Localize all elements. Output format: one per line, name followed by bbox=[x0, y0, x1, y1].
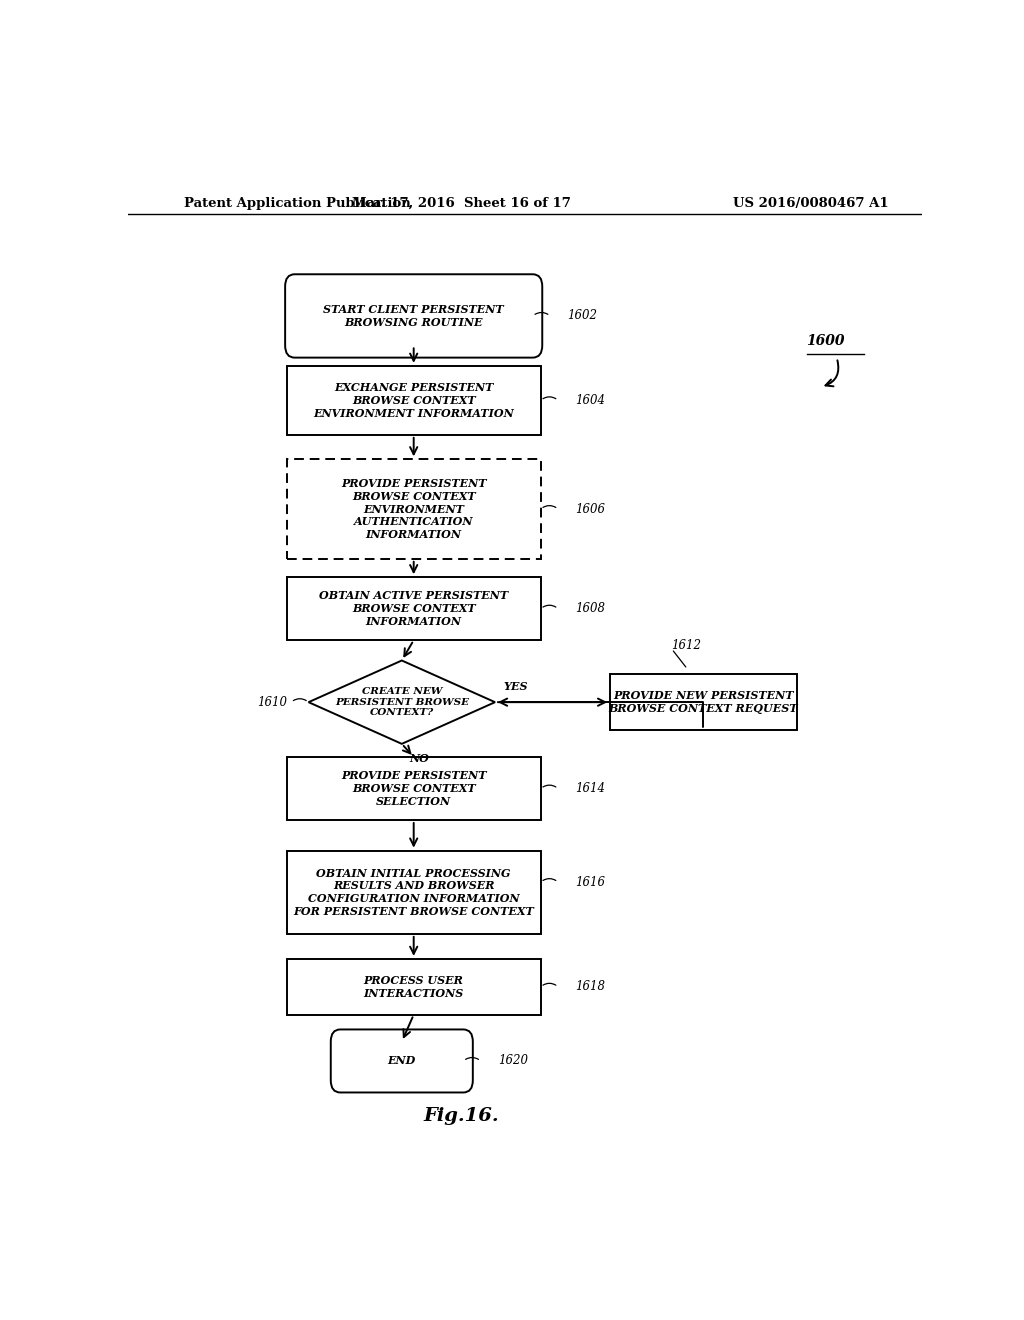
Text: PROVIDE PERSISTENT
BROWSE CONTEXT
ENVIRONMENT
AUTHENTICATION
INFORMATION: PROVIDE PERSISTENT BROWSE CONTEXT ENVIRO… bbox=[341, 478, 486, 540]
Bar bbox=[287, 459, 541, 558]
Text: YES: YES bbox=[503, 681, 527, 692]
Text: EXCHANGE PERSISTENT
BROWSE CONTEXT
ENVIRONMENT INFORMATION: EXCHANGE PERSISTENT BROWSE CONTEXT ENVIR… bbox=[313, 381, 514, 418]
Text: 1620: 1620 bbox=[499, 1055, 528, 1068]
Bar bbox=[287, 366, 541, 434]
Text: 1618: 1618 bbox=[575, 981, 605, 993]
Text: PROCESS USER
INTERACTIONS: PROCESS USER INTERACTIONS bbox=[364, 975, 464, 999]
Text: Mar. 17, 2016  Sheet 16 of 17: Mar. 17, 2016 Sheet 16 of 17 bbox=[352, 197, 570, 210]
Text: CREATE NEW
PERSISTENT BROWSE
CONTEXT?: CREATE NEW PERSISTENT BROWSE CONTEXT? bbox=[335, 688, 469, 717]
Bar bbox=[287, 850, 541, 935]
Text: OBTAIN ACTIVE PERSISTENT
BROWSE CONTEXT
INFORMATION: OBTAIN ACTIVE PERSISTENT BROWSE CONTEXT … bbox=[319, 590, 508, 627]
Text: 1610: 1610 bbox=[257, 696, 287, 709]
Text: PROVIDE NEW PERSISTENT
BROWSE CONTEXT REQUEST: PROVIDE NEW PERSISTENT BROWSE CONTEXT RE… bbox=[608, 690, 798, 714]
Text: 1614: 1614 bbox=[575, 781, 605, 795]
FancyBboxPatch shape bbox=[331, 1030, 473, 1093]
Bar bbox=[287, 577, 541, 640]
Text: END: END bbox=[388, 1056, 416, 1067]
Bar bbox=[287, 758, 541, 820]
Text: 1602: 1602 bbox=[567, 309, 598, 322]
Text: START CLIENT PERSISTENT
BROWSING ROUTINE: START CLIENT PERSISTENT BROWSING ROUTINE bbox=[324, 304, 504, 327]
FancyBboxPatch shape bbox=[285, 275, 543, 358]
Text: US 2016/0080467 A1: US 2016/0080467 A1 bbox=[733, 197, 888, 210]
Bar bbox=[287, 958, 541, 1015]
Text: 1600: 1600 bbox=[807, 334, 845, 348]
Text: 1604: 1604 bbox=[575, 393, 605, 407]
Text: PROVIDE PERSISTENT
BROWSE CONTEXT
SELECTION: PROVIDE PERSISTENT BROWSE CONTEXT SELECT… bbox=[341, 771, 486, 807]
Text: 1612: 1612 bbox=[672, 639, 701, 652]
Text: 1616: 1616 bbox=[575, 875, 605, 888]
Polygon shape bbox=[308, 660, 495, 744]
Text: 1608: 1608 bbox=[575, 602, 605, 615]
Text: OBTAIN INITIAL PROCESSING
RESULTS AND BROWSER
CONFIGURATION INFORMATION
FOR PERS: OBTAIN INITIAL PROCESSING RESULTS AND BR… bbox=[293, 867, 535, 917]
Text: Patent Application Publication: Patent Application Publication bbox=[183, 197, 411, 210]
Text: NO: NO bbox=[410, 754, 430, 764]
Text: 1606: 1606 bbox=[575, 503, 605, 516]
Bar bbox=[610, 675, 797, 730]
Text: Fig.16.: Fig.16. bbox=[424, 1107, 499, 1125]
